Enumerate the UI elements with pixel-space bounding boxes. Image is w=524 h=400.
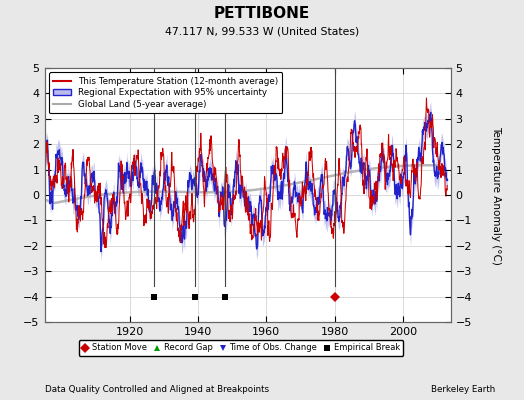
- Legend: This Temperature Station (12-month average), Regional Expectation with 95% uncer: This Temperature Station (12-month avera…: [49, 72, 282, 113]
- Text: 47.117 N, 99.533 W (United States): 47.117 N, 99.533 W (United States): [165, 26, 359, 36]
- Text: PETTIBONE: PETTIBONE: [214, 6, 310, 21]
- Y-axis label: Temperature Anomaly (°C): Temperature Anomaly (°C): [492, 126, 501, 264]
- Text: Berkeley Earth: Berkeley Earth: [431, 385, 495, 394]
- Legend: Station Move, Record Gap, Time of Obs. Change, Empirical Break: Station Move, Record Gap, Time of Obs. C…: [79, 340, 403, 356]
- Text: Data Quality Controlled and Aligned at Breakpoints: Data Quality Controlled and Aligned at B…: [45, 385, 269, 394]
